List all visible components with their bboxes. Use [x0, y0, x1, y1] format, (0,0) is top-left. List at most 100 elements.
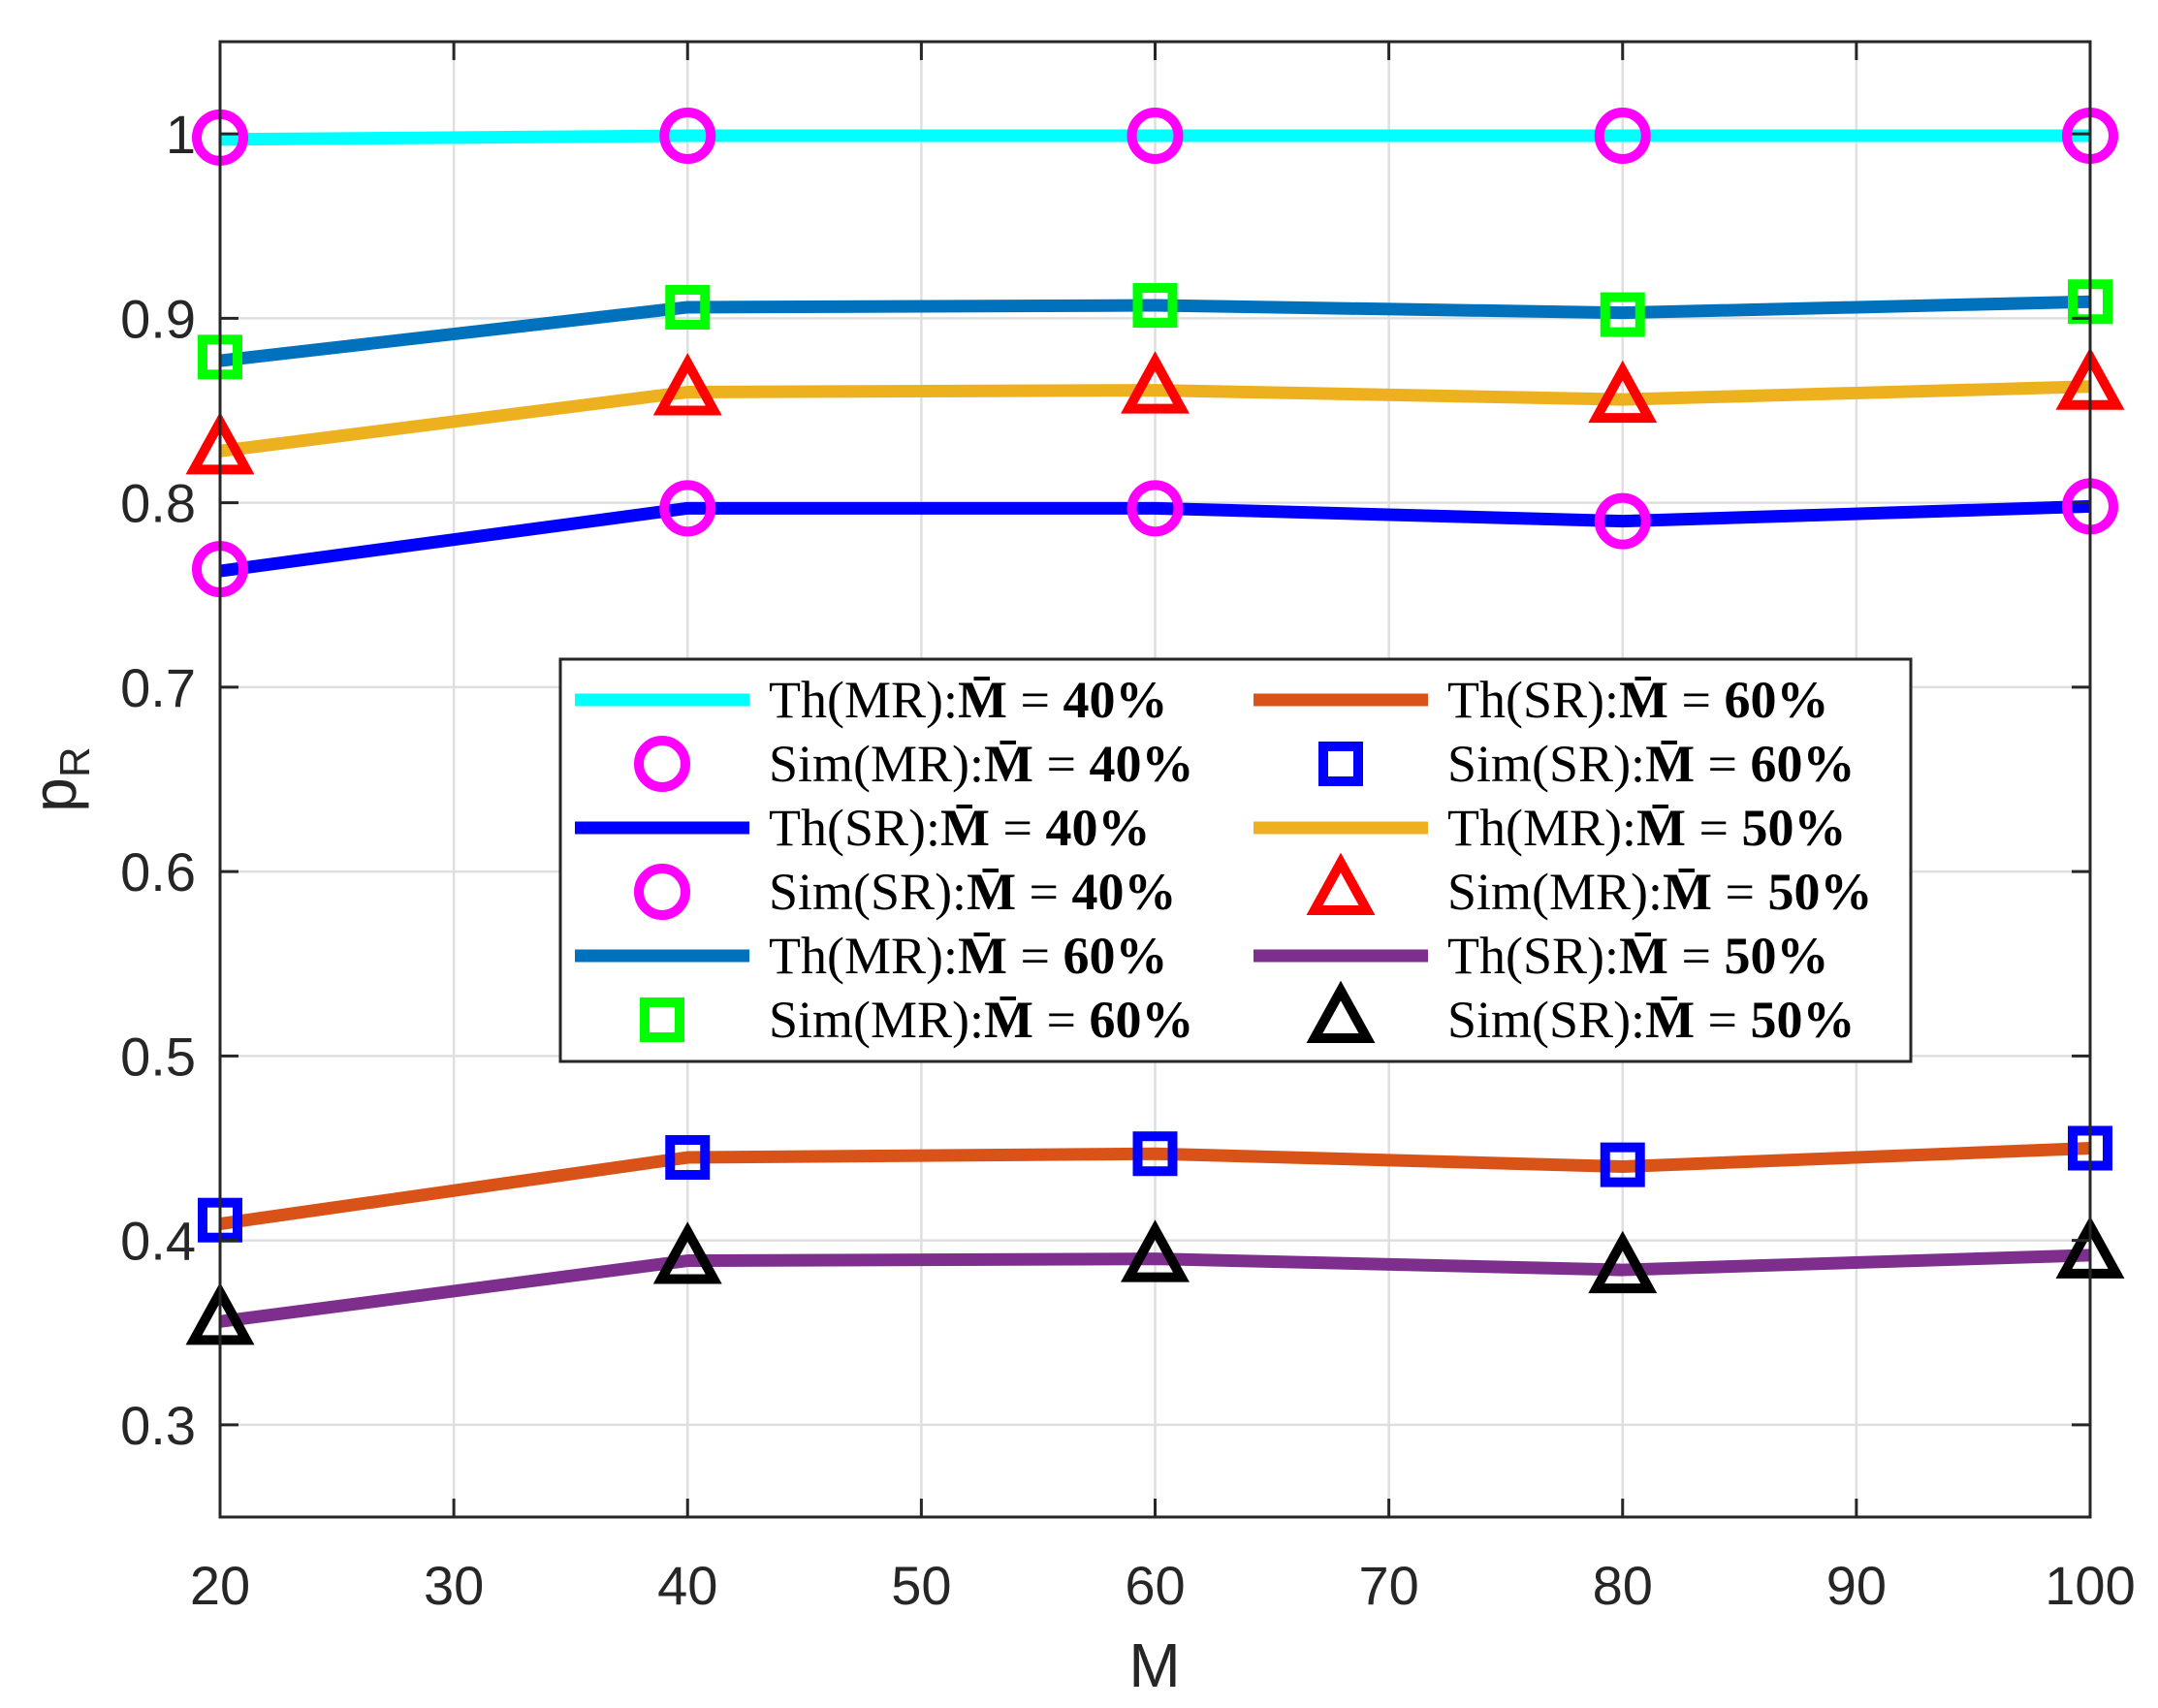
- legend-label: Sim(SR):M̄ = 50%: [1447, 991, 1856, 1049]
- legend-label-eq: =: [1033, 735, 1089, 793]
- series-marker: [652, 353, 722, 416]
- series-marker: [1127, 480, 1184, 537]
- legend-label-value: 50%: [1767, 863, 1872, 921]
- legend-label-value: 40%: [1089, 735, 1193, 793]
- y-tick-label: 0.4: [120, 1211, 196, 1272]
- legend-label-value: 60%: [1751, 735, 1856, 793]
- legend-label: Sim(SR):M̄ = 40%: [769, 863, 1177, 921]
- legend-label: Th(SR):M̄ = 60%: [1447, 671, 1828, 729]
- legend-label-mbar: M̄: [1619, 927, 1668, 985]
- y-tick-label: 0.8: [120, 473, 196, 534]
- legend-label-eq: =: [990, 799, 1045, 857]
- legend-label: Th(SR):M̄ = 40%: [769, 799, 1150, 857]
- legend-label-prefix: Sim(SR):: [1447, 735, 1645, 793]
- y-tick-label: 0.7: [120, 657, 196, 718]
- tick-labels: 20 30 40 50 60 70 80 90 100 0.3 0.4 0.5 0.6 0.7 0.8 0.9…: [120, 104, 2136, 1616]
- series-marker: [1594, 492, 1651, 550]
- legend-label: Th(SR):M̄ = 50%: [1447, 927, 1828, 985]
- legend-label-prefix: Sim(MR):: [1447, 863, 1663, 921]
- legend-label-prefix: Th(MR):: [1447, 799, 1636, 857]
- legend-label-mbar: M̄: [1645, 991, 1695, 1049]
- legend-label-eq: =: [1668, 671, 1724, 729]
- legend-label-prefix: Sim(MR):: [769, 735, 984, 793]
- legend-label-prefix: Th(SR):: [1447, 671, 1619, 729]
- legend-marker-swatch: [1318, 742, 1363, 786]
- x-tick-label: 90: [1826, 1555, 1887, 1616]
- series-marker: [1121, 351, 1190, 414]
- series-line: [219, 295, 2091, 367]
- legend-label: Sim(MR):M̄ = 60%: [769, 991, 1193, 1049]
- legend-label-mbar: M̄: [958, 927, 1007, 985]
- legend-label-eq: =: [1007, 671, 1063, 729]
- y-tick-label: 0.9: [120, 288, 196, 349]
- legend-box: [558, 657, 1913, 1063]
- legend-label-eq: =: [1695, 735, 1750, 793]
- tick-marks: [218, 42, 2092, 1517]
- x-tick-label: 20: [190, 1555, 250, 1616]
- series-marker: [1132, 283, 1178, 329]
- legend-label-mbar: M̄: [1636, 799, 1686, 857]
- series-marker: [1121, 1219, 1190, 1282]
- series-line: [219, 1142, 2091, 1230]
- legend-label-mbar: M̄: [1645, 735, 1695, 793]
- x-tick-label: 60: [1125, 1555, 1185, 1616]
- legend-label-eq: =: [1686, 799, 1741, 857]
- legend-label-mbar: M̄: [940, 799, 990, 857]
- legend-label: Sim(MR):M̄ = 40%: [769, 735, 1193, 793]
- legend-label-value: 40%: [1072, 863, 1177, 921]
- legend-marker-swatch: [1306, 980, 1376, 1043]
- legend-label-value: 50%: [1724, 927, 1828, 985]
- legend-label-mbar: M̄: [967, 863, 1016, 921]
- legend-label-eq: =: [1668, 927, 1724, 985]
- y-tick-label: 1: [166, 104, 196, 165]
- x-axis-label: M: [1128, 1630, 1180, 1700]
- series-marker: [659, 108, 716, 165]
- legend: Th(MR):M̄ = 40% Th(SR):M̄ = 60%Sim(MR):M̄…: [558, 657, 1913, 1063]
- legend-label-prefix: Th(SR):: [769, 799, 940, 857]
- legend-label: Th(MR):M̄ = 40%: [769, 671, 1167, 729]
- x-tick-label: 30: [424, 1555, 484, 1616]
- x-tick-label: 100: [2045, 1555, 2135, 1616]
- y-tick-label: 0.6: [120, 841, 196, 902]
- y-tick-label: 0.3: [120, 1395, 196, 1456]
- legend-label-prefix: Sim(SR):: [769, 863, 967, 921]
- series-marker: [1132, 1131, 1178, 1177]
- legend-label-prefix: Th(SR):: [1447, 927, 1619, 985]
- legend-marker-swatch: [1306, 852, 1376, 915]
- series-marker: [1600, 1142, 1645, 1187]
- series-marker: [1127, 108, 1184, 165]
- series-marker: [665, 1135, 711, 1181]
- y-axis-label: pR: [19, 746, 99, 811]
- legend-label-mbar: M̄: [958, 671, 1007, 729]
- series-line: [219, 1249, 2091, 1328]
- legend-label-mbar: M̄: [984, 991, 1033, 1049]
- legend-label-value: 60%: [1724, 671, 1828, 729]
- legend-label-value: 60%: [1089, 991, 1193, 1049]
- series-line: [219, 499, 2091, 578]
- legend-label-mbar: M̄: [1663, 863, 1712, 921]
- legend-label: Th(MR):M̄ = 60%: [769, 927, 1167, 985]
- legend-label-value: 50%: [1741, 799, 1846, 857]
- legend-label: Th(MR):M̄ = 50%: [1447, 799, 1846, 857]
- legend-label-value: 40%: [1045, 799, 1150, 857]
- series-marker: [665, 284, 711, 330]
- series-marker: [1588, 1230, 1658, 1294]
- series-line: [219, 380, 2091, 458]
- x-tick-label: 50: [891, 1555, 951, 1616]
- legend-marker-swatch: [634, 736, 690, 792]
- legend-label-eq: =: [1033, 991, 1089, 1049]
- legend-label-prefix: Th(MR):: [769, 671, 958, 729]
- legend-label: Sim(MR):M̄ = 50%: [1447, 863, 1872, 921]
- legend-label-value: 60%: [1063, 927, 1167, 985]
- legend-label-eq: =: [1016, 863, 1071, 921]
- series-marker: [659, 480, 716, 537]
- y-axis-label-sub: R: [51, 746, 99, 777]
- legend-label-mbar: M̄: [1619, 671, 1668, 729]
- y-axis-label-base: p: [19, 777, 89, 812]
- legend-label-eq: =: [1712, 863, 1767, 921]
- legend-marker-swatch: [634, 864, 690, 920]
- x-tick-label: 80: [1593, 1555, 1653, 1616]
- legend-marker-swatch: [640, 997, 684, 1042]
- legend-label-prefix: Sim(MR):: [769, 991, 984, 1049]
